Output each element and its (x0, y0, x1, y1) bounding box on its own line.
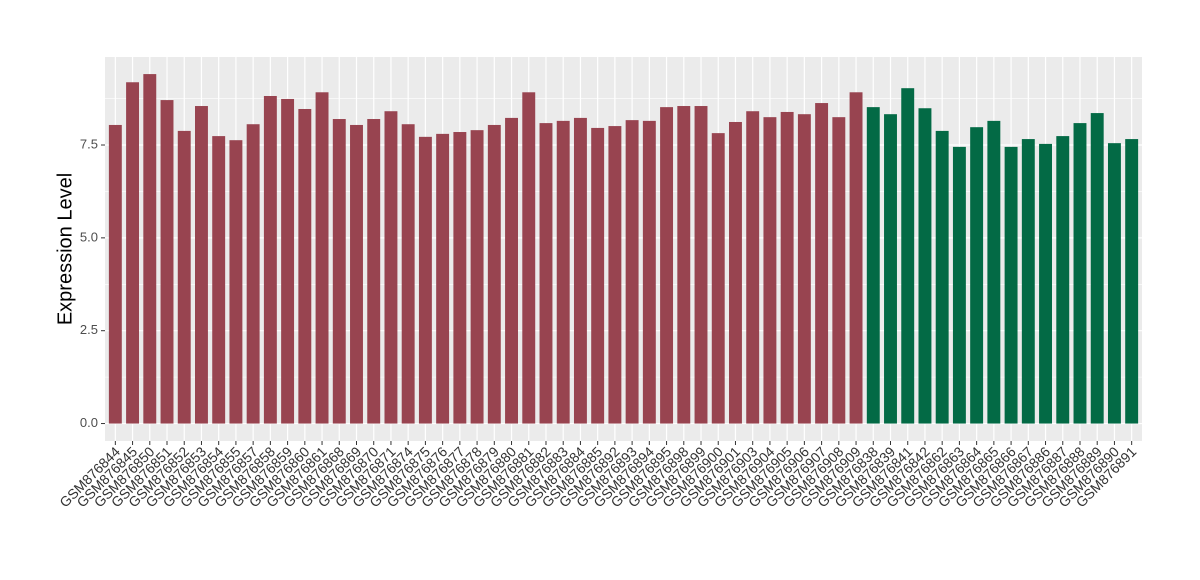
bar (1021, 139, 1035, 424)
bar (711, 133, 725, 424)
bar (573, 117, 587, 424)
bar (487, 124, 501, 424)
bar (918, 108, 932, 424)
bar (315, 92, 329, 424)
bar (505, 117, 518, 424)
bar (780, 111, 794, 424)
bar (522, 92, 536, 424)
bar (884, 114, 897, 424)
y-tick-label: 5.0 (80, 229, 98, 244)
bar (952, 146, 966, 424)
bar (470, 130, 484, 424)
bar (384, 111, 398, 424)
bar (1073, 123, 1087, 424)
bar (1090, 113, 1104, 424)
bar (660, 107, 674, 424)
bar (970, 127, 984, 424)
plot-background (105, 57, 1142, 441)
bar (177, 130, 191, 424)
y-axis-title: Expression Level (54, 173, 76, 325)
bar (746, 111, 760, 424)
bar (797, 114, 811, 424)
bar (212, 136, 226, 424)
bar (332, 119, 346, 424)
bar (418, 136, 432, 424)
bar (677, 106, 691, 424)
bar (901, 88, 915, 424)
bar (298, 108, 312, 424)
bar (350, 124, 363, 424)
y-tick-label: 2.5 (80, 322, 98, 337)
bar (1125, 139, 1139, 424)
bar (694, 106, 708, 424)
bar (642, 120, 656, 424)
bar (625, 120, 639, 424)
bar (367, 119, 381, 424)
bar (160, 100, 174, 424)
bar (987, 120, 1001, 424)
bar (729, 121, 742, 424)
bar (126, 82, 140, 424)
bar (436, 133, 450, 424)
bar (591, 127, 605, 424)
bar (1039, 143, 1052, 424)
bar (143, 74, 157, 424)
y-tick-label: 0.0 (80, 415, 98, 430)
y-tick-label: 7.5 (80, 136, 98, 151)
bar (935, 130, 949, 424)
bar (832, 117, 846, 424)
bar (108, 124, 122, 424)
bar (1056, 136, 1070, 424)
bar (556, 120, 570, 424)
bar (229, 140, 243, 424)
bar (281, 98, 295, 424)
bar (539, 123, 553, 424)
bar (815, 103, 829, 424)
bar (453, 132, 467, 424)
bar (866, 107, 880, 424)
bar (1004, 146, 1018, 424)
bar (195, 106, 208, 424)
bar (246, 124, 260, 424)
bar (263, 95, 277, 424)
bar (849, 92, 863, 424)
bar (763, 117, 777, 424)
bar (401, 124, 415, 424)
bar (1107, 143, 1121, 424)
bar (608, 126, 622, 424)
